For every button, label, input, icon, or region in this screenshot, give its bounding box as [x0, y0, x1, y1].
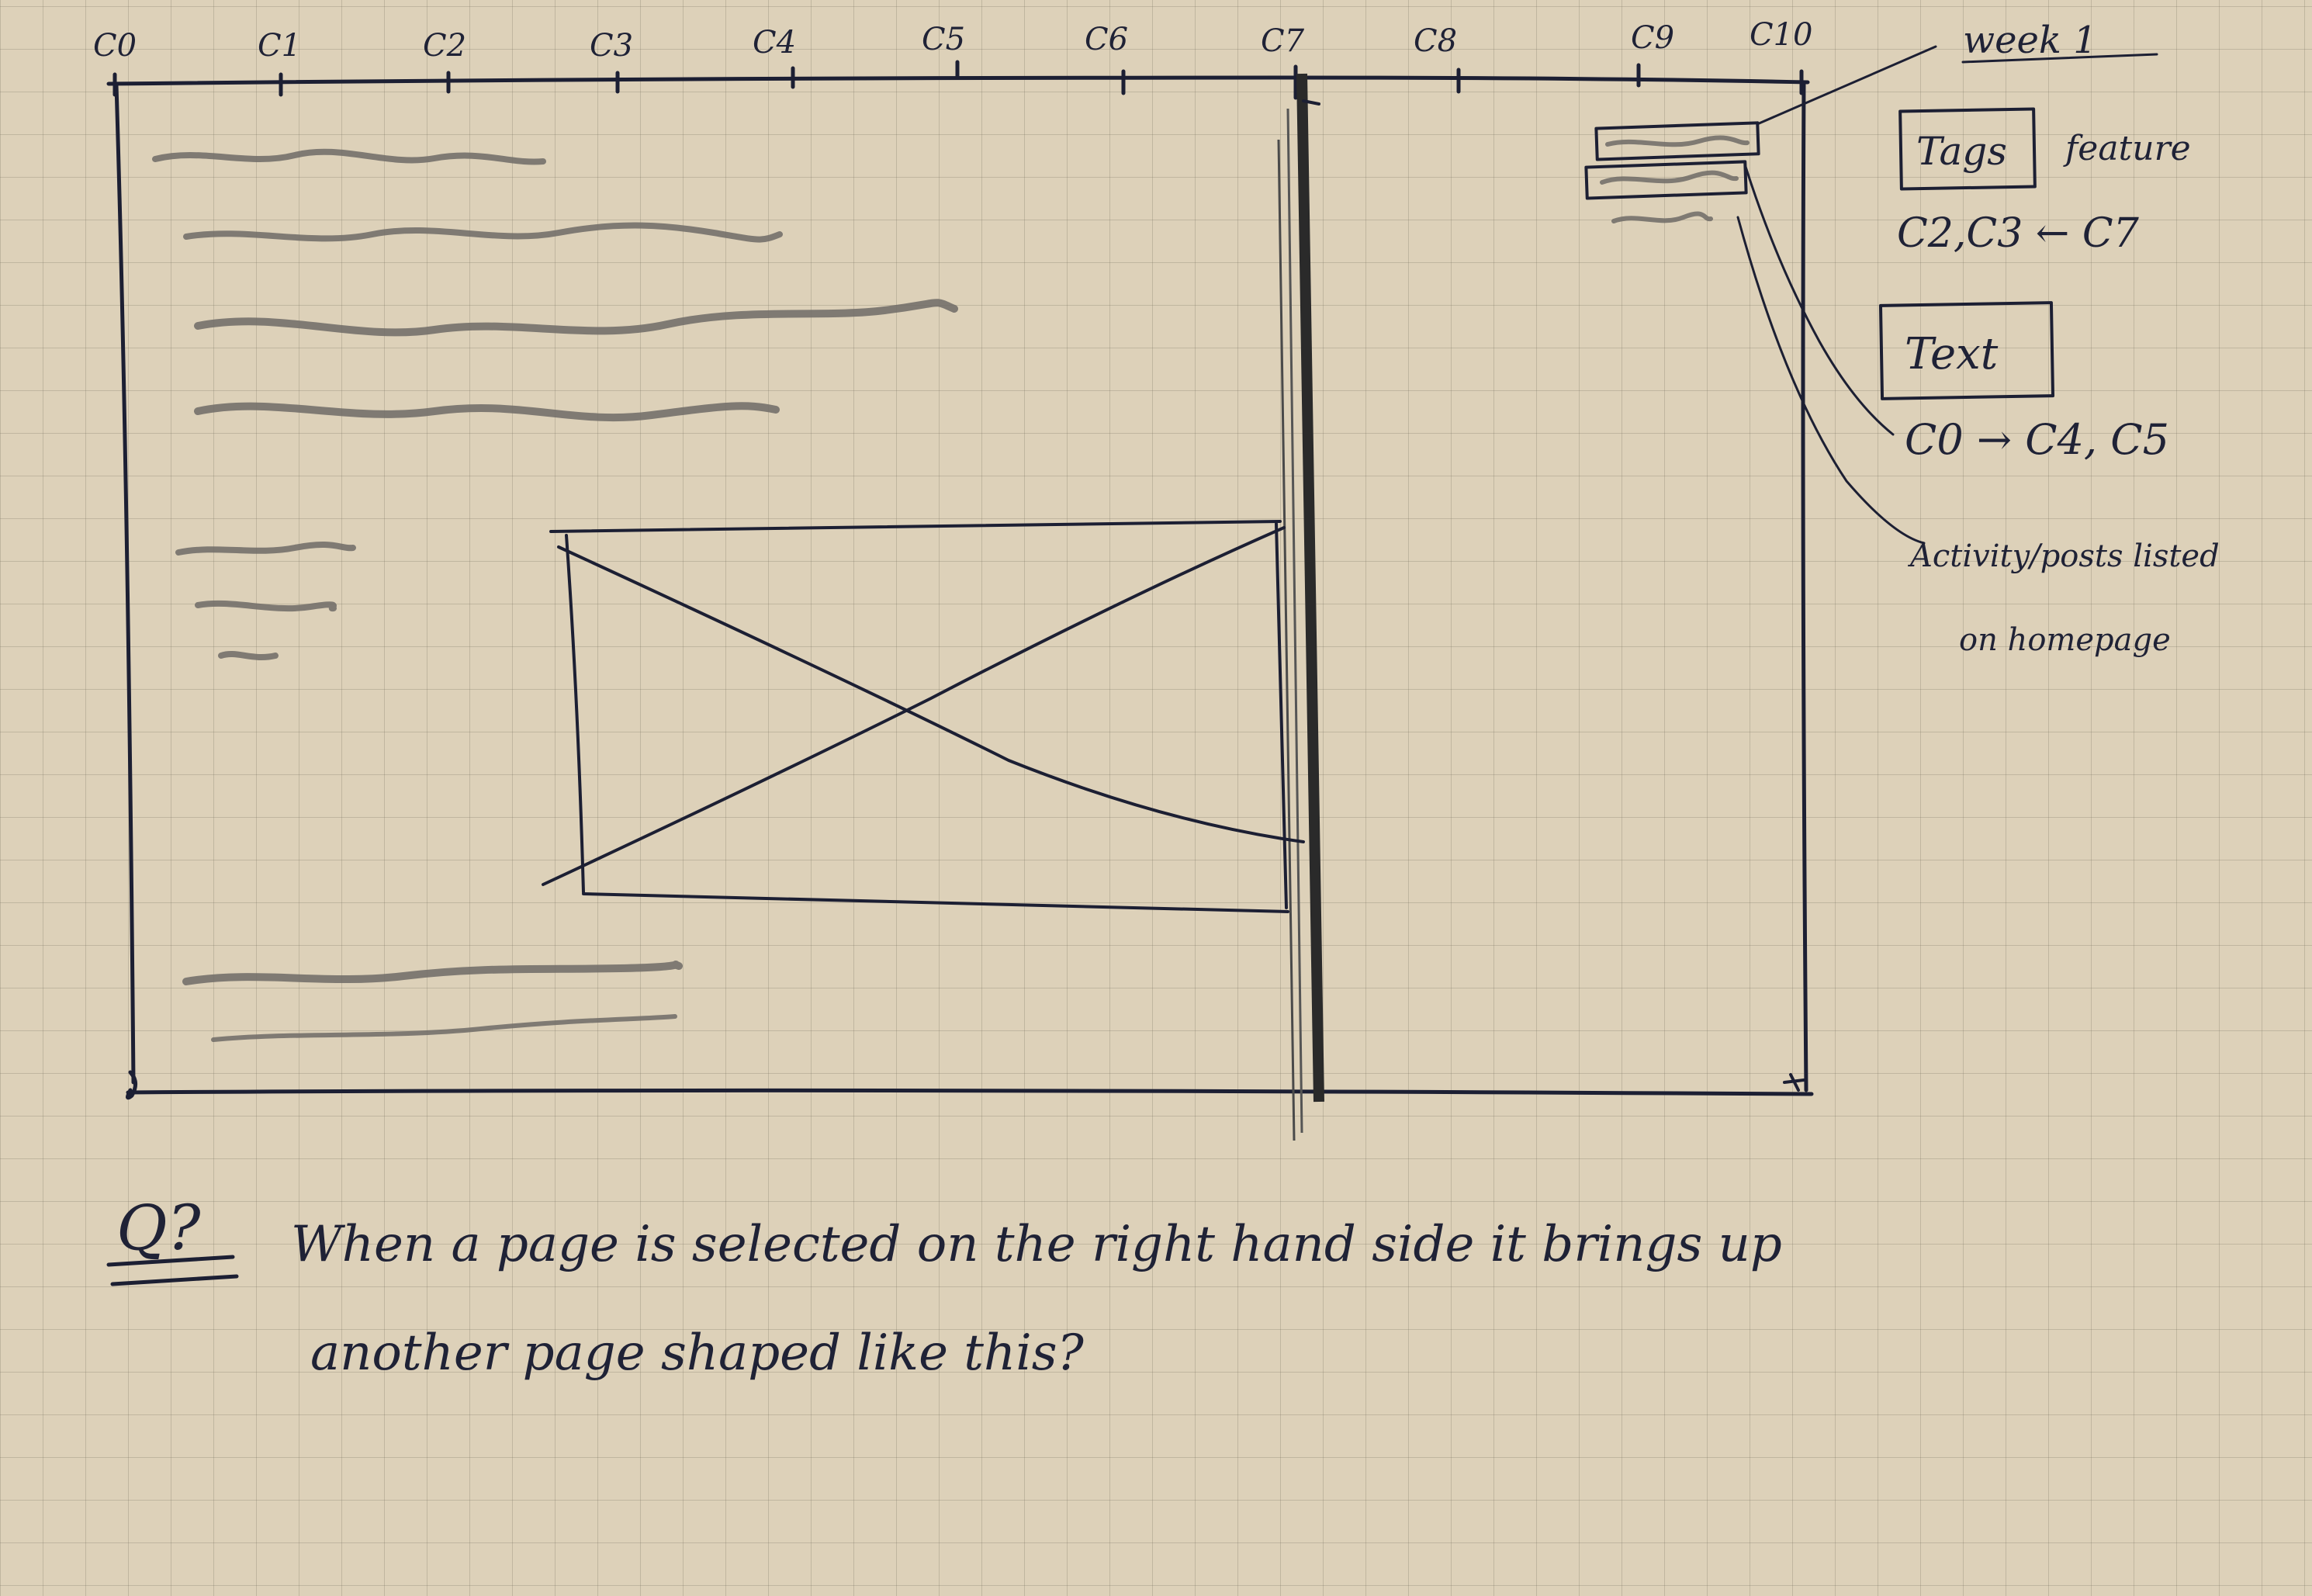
column-label-c5: C5 — [922, 22, 965, 57]
column-axis — [109, 62, 1808, 98]
column-label-c8: C8 — [1414, 23, 1457, 59]
annotations: week 1 Tags feature C2,C3 ← C7 Text C0 →… — [1881, 19, 2220, 658]
activity-note-line1: Activity/posts listed — [1907, 538, 2220, 574]
column-divider — [1279, 74, 1319, 1141]
footer-note-line1: When a page is selected on the right han… — [291, 1216, 1782, 1273]
column-label-c2: C2 — [423, 28, 466, 64]
column-label-c1: C1 — [258, 28, 301, 64]
tags-column-span: C2,C3 ← C7 — [1897, 210, 2140, 257]
image-placeholder — [543, 521, 1303, 912]
annotation-connectors — [1738, 47, 1936, 543]
column-label-c3: C3 — [590, 28, 633, 64]
footer-note: Q? When a page is selected on the right … — [109, 1192, 1782, 1382]
column-label-c10: C10 — [1750, 17, 1813, 53]
tags-extra-label: feature — [2063, 129, 2191, 168]
week-label: week 1 — [1963, 19, 2097, 62]
footer-note-line2: another page shaped like this? — [310, 1324, 1085, 1382]
column-label-c0: C0 — [93, 28, 137, 64]
text-placeholder-lines — [155, 152, 954, 1040]
text-box-label: Text — [1905, 329, 1999, 379]
activity-note-line2: on homepage — [1959, 622, 2171, 658]
column-label-c9: C9 — [1631, 20, 1674, 56]
sidebar-widgets — [1586, 123, 1758, 221]
text-column-span: C0 → C4, C5 — [1905, 415, 2169, 464]
question-marker: Q? — [116, 1192, 202, 1264]
tags-box-label: Tags — [1916, 129, 2007, 174]
column-label-c7: C7 — [1261, 23, 1305, 59]
column-labels: C0 C1 C2 C3 C4 C5 C6 C7 C8 C9 C10 — [93, 17, 1813, 64]
column-label-c4: C4 — [753, 25, 796, 61]
column-label-c6: C6 — [1085, 22, 1128, 57]
